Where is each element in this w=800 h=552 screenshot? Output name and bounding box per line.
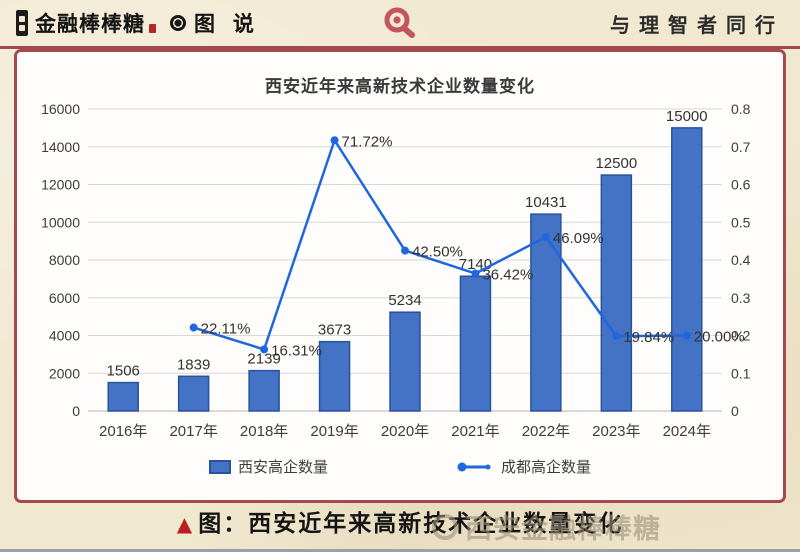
y-right-tick-label: 0.4 xyxy=(731,252,751,268)
chart-legend: 西安高企数量 成都高企数量 xyxy=(17,456,783,477)
y-left-tick-label: 0 xyxy=(72,403,80,419)
x-tick-label: 2016年 xyxy=(99,423,147,440)
x-tick-label: 2024年 xyxy=(663,423,711,440)
bar-value-label: 10431 xyxy=(525,194,567,211)
line-point xyxy=(612,332,621,341)
bar-value-label: 1839 xyxy=(177,356,210,373)
bar-value-label: 2139 xyxy=(247,351,280,368)
y-right-tick-label: 0.5 xyxy=(731,214,751,230)
bar-series-label: 西安高企数量 xyxy=(237,459,328,476)
y-left-tick-label: 6000 xyxy=(49,290,80,306)
line-value-label: 46.09% xyxy=(553,230,604,247)
caption-text: 图：西安近年来高新技术企业数量变化 xyxy=(198,511,624,536)
brand-seal-icon xyxy=(16,10,28,36)
line-value-label: 42.50% xyxy=(412,244,463,261)
line-value-label: 71.72% xyxy=(342,133,393,150)
line-point xyxy=(189,323,198,332)
line-value-label: 16.31% xyxy=(271,342,322,359)
bar-value-label: 3673 xyxy=(318,322,351,339)
bar xyxy=(459,275,492,412)
line-series-marker-icon xyxy=(457,462,491,471)
bar-series-swatch-icon xyxy=(208,459,231,474)
bar xyxy=(671,127,703,412)
plot-area: 0 0 2000 0.1 4000 0.2 6000 0.3 8000 0.4 10000 0.5 12… xyxy=(17,98,783,450)
legend-item-line-series: 成都高企数量 xyxy=(456,456,591,477)
y-left-tick-label: 12000 xyxy=(41,177,80,193)
section-title: 图 说 xyxy=(194,13,260,36)
bar xyxy=(248,369,280,412)
y-left-tick-label: 2000 xyxy=(49,365,80,381)
y-left-tick-label: 10000 xyxy=(41,214,80,230)
bar-value-label: 15000 xyxy=(666,108,708,125)
y-left-tick-label: 8000 xyxy=(49,252,80,268)
line-value-label: 20.00% xyxy=(694,329,745,346)
line-point xyxy=(260,345,269,354)
combo-chart: 0 0 2000 0.1 4000 0.2 6000 0.3 8000 0.4 10000 0.5 12… xyxy=(41,101,751,440)
y-right-tick-label: 0.6 xyxy=(731,177,751,193)
y-right-tick-label: 0.7 xyxy=(731,139,751,155)
y-left-tick-label: 4000 xyxy=(49,328,80,344)
y-right-tick-label: 0.2 xyxy=(731,328,751,344)
line-value-label: 19.84% xyxy=(623,329,674,346)
header: 金融棒棒糖 图 说 与理智者同行 xyxy=(0,0,800,46)
line-value-label: 36.42% xyxy=(482,267,533,284)
x-tick-label: 2019年 xyxy=(310,423,358,440)
x-tick-label: 2018年 xyxy=(240,423,288,440)
caption-triangle-icon: ▲ xyxy=(176,512,195,536)
bar-value-label: 5234 xyxy=(388,292,421,309)
x-tick-label: 2020年 xyxy=(381,423,429,440)
y-right-tick-label: 0 xyxy=(731,403,739,419)
legend-item-bar-series: 西安高企数量 xyxy=(208,456,328,477)
chart-title: 西安近年来高新技术企业数量变化 xyxy=(265,77,535,96)
line-point xyxy=(682,331,691,340)
line-point xyxy=(330,136,339,145)
brand-stamp-icon xyxy=(149,23,156,33)
y-left-tick-label: 14000 xyxy=(41,139,80,155)
brand-name: 金融棒棒糖 xyxy=(35,13,145,36)
line-point xyxy=(471,269,480,278)
x-tick-label: 2021年 xyxy=(451,423,499,440)
brand-logo: 金融棒棒糖 图 说 xyxy=(16,8,260,38)
chart-panel: 西安近年来高新技术企业数量变化 0 0 2000 0.1 4000 0.2 6000 0.3 8… xyxy=(14,49,786,503)
x-tick-label: 2017年 xyxy=(169,423,217,440)
magnifier-logo-icon xyxy=(384,7,415,38)
line-value-label: 22.11% xyxy=(201,321,251,338)
line-point xyxy=(401,246,409,255)
bar xyxy=(530,213,562,412)
bar xyxy=(318,340,351,412)
figure-caption: ▲ 图：西安近年来高新技术企业数量变化 xyxy=(0,504,800,538)
bar-value-label: 12500 xyxy=(595,155,637,172)
x-tick-label: 2023年 xyxy=(592,423,640,440)
bar-value-label: 1506 xyxy=(107,363,140,380)
line-point xyxy=(541,233,550,242)
bar xyxy=(600,174,633,412)
y-right-tick-label: 0.8 xyxy=(731,101,751,117)
bar xyxy=(389,311,421,412)
y-right-tick-label: 0.3 xyxy=(731,290,751,306)
line-series-label: 成都高企数量 xyxy=(501,459,592,476)
bar xyxy=(107,381,139,412)
bottom-edge-divider xyxy=(0,549,800,552)
header-slogan: 与理智者同行 xyxy=(610,14,784,37)
y-right-tick-label: 0.1 xyxy=(731,365,751,381)
donut-icon xyxy=(170,15,186,31)
x-tick-label: 2022年 xyxy=(522,423,570,440)
header-divider xyxy=(0,46,800,49)
bar xyxy=(177,375,210,412)
y-left-tick-label: 16000 xyxy=(41,101,80,117)
trend-line xyxy=(193,137,687,351)
